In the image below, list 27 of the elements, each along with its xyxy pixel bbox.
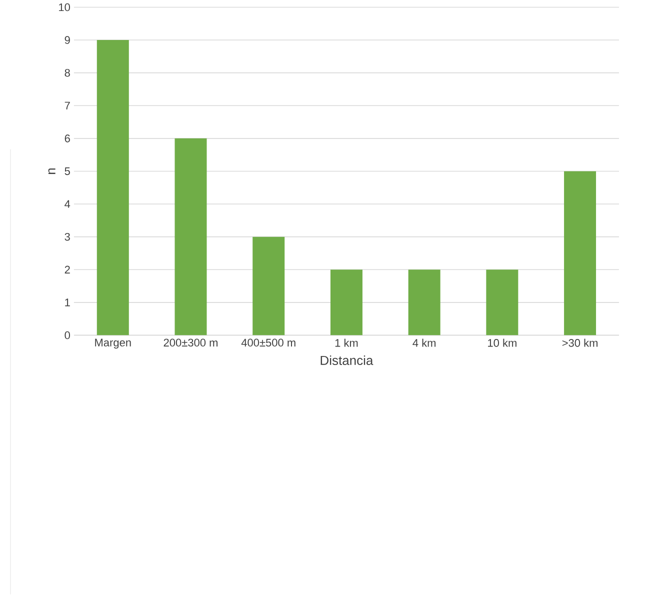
x-tick-label: 10 km	[488, 338, 516, 348]
x-axis-title: Distancia	[320, 356, 374, 366]
x-tick-label: 1 km	[335, 338, 358, 347]
bar	[96, 40, 129, 336]
bar	[330, 270, 362, 336]
x-tick-label: 4 km	[412, 338, 436, 347]
bar	[174, 138, 207, 336]
y-tick-label: 5	[64, 168, 70, 176]
y-tick-label: 0	[64, 332, 70, 340]
x-tick-label: >30 km	[562, 338, 598, 348]
x-tick-label: Margen	[95, 338, 131, 349]
y-tick-label: 7	[64, 102, 70, 110]
y-tick-label: 8	[64, 69, 70, 77]
bar	[486, 270, 518, 336]
bar	[408, 270, 440, 336]
y-axis-title: n	[48, 168, 56, 174]
bar	[564, 171, 596, 336]
y-tick-label: 9	[64, 36, 70, 44]
y-tick-label: 3	[64, 233, 70, 241]
y-tick-label: 1	[65, 298, 70, 306]
y-tick-label: 2	[64, 266, 70, 274]
x-tick-label: 400±500 m	[241, 338, 296, 347]
y-tick-label: 6	[64, 134, 70, 143]
y-tick-label: 4	[64, 200, 70, 208]
y-tick-label: 10	[59, 4, 70, 12]
bar	[252, 237, 285, 336]
x-tick-label: 200±300 m	[164, 338, 218, 347]
